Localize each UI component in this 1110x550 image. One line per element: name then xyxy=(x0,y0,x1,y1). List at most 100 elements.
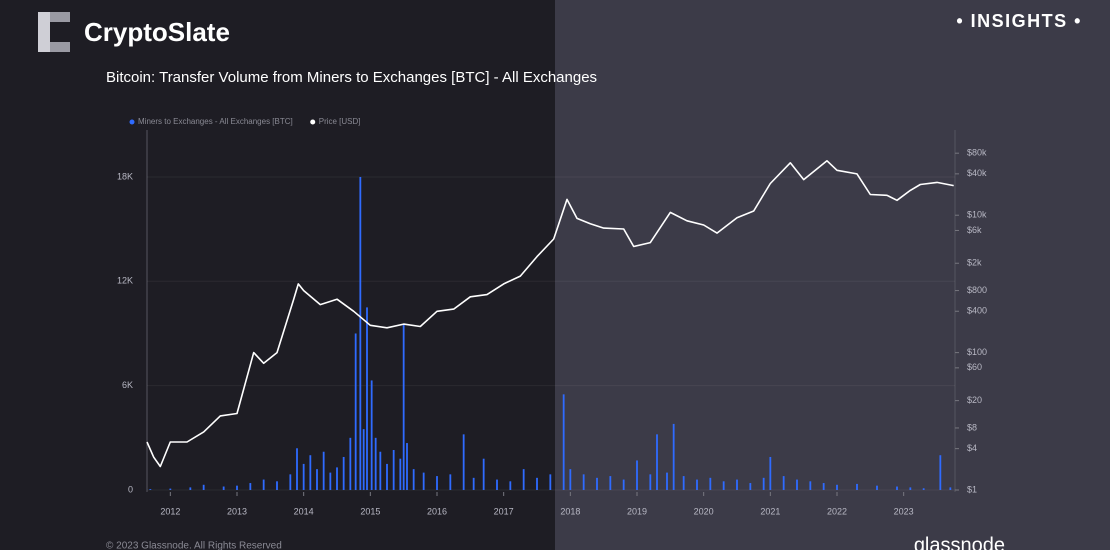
bar xyxy=(289,474,292,490)
bar xyxy=(796,479,798,490)
bar xyxy=(949,487,952,490)
x-tick-label: 2017 xyxy=(494,506,514,516)
bar xyxy=(822,483,825,490)
bar xyxy=(359,176,362,490)
bar xyxy=(222,486,225,490)
copyright: © 2023 Glassnode. All Rights Reserved xyxy=(106,541,282,550)
bar xyxy=(402,324,405,490)
y2-tick-label: $6k xyxy=(967,225,982,235)
bar xyxy=(202,484,205,490)
left-panel xyxy=(0,0,555,550)
bar xyxy=(366,307,368,490)
y2-tick-label: $100 xyxy=(967,347,987,357)
y2-tick-label: $4 xyxy=(967,443,977,453)
y2-tick-label: $10k xyxy=(967,210,987,220)
source: glassnode xyxy=(914,534,1005,550)
bar xyxy=(856,483,858,490)
bar xyxy=(482,458,485,490)
bar xyxy=(374,437,377,490)
x-tick-label: 2018 xyxy=(560,506,580,516)
bar xyxy=(922,488,925,490)
bar xyxy=(316,469,318,490)
bar xyxy=(672,423,675,490)
brand: CryptoSlate xyxy=(84,17,230,47)
x-tick-label: 2022 xyxy=(827,506,847,516)
bar xyxy=(736,479,738,490)
bar xyxy=(249,483,252,490)
x-tick-label: 2020 xyxy=(694,506,714,516)
bar xyxy=(462,434,465,490)
bar xyxy=(939,455,942,490)
y2-tick-label: $80k xyxy=(967,148,987,158)
y2-tick-label: $8 xyxy=(967,422,977,432)
x-tick-label: 2014 xyxy=(294,506,314,516)
right-panel xyxy=(555,0,1110,550)
bar xyxy=(422,472,425,490)
bar xyxy=(412,469,415,490)
bar xyxy=(562,394,565,490)
x-tick-label: 2015 xyxy=(360,506,380,516)
bar xyxy=(649,474,652,490)
bar xyxy=(336,467,338,490)
bar xyxy=(342,456,345,490)
bar xyxy=(329,472,332,490)
y2-tick-label: $40k xyxy=(967,168,987,178)
y2-tick-label: $20 xyxy=(967,395,982,405)
bar xyxy=(406,443,408,490)
chart-title: Bitcoin: Transfer Volume from Miners to … xyxy=(106,69,597,86)
x-tick-label: 2013 xyxy=(227,506,247,516)
y-tick-label: 12K xyxy=(117,276,133,286)
bar xyxy=(749,483,752,490)
bar xyxy=(379,451,382,490)
bar xyxy=(782,476,785,490)
legend-dot xyxy=(310,119,316,125)
y2-tick-label: $1 xyxy=(967,484,977,494)
bar xyxy=(322,451,325,490)
x-tick-label: 2023 xyxy=(894,506,914,516)
bar xyxy=(386,463,388,490)
bar xyxy=(189,487,192,490)
bar xyxy=(709,477,712,490)
bar xyxy=(449,474,452,490)
bar xyxy=(596,477,598,490)
bar xyxy=(666,472,668,490)
bar xyxy=(399,458,402,490)
bar xyxy=(722,481,725,490)
x-tick-label: 2016 xyxy=(427,506,447,516)
bar xyxy=(522,469,525,490)
x-tick-label: 2021 xyxy=(760,506,780,516)
bar xyxy=(509,481,512,490)
bar xyxy=(392,450,395,490)
bar xyxy=(436,476,438,490)
bar xyxy=(656,434,658,490)
bar xyxy=(262,479,265,490)
bar xyxy=(762,477,765,490)
bar xyxy=(549,474,552,490)
logo xyxy=(38,12,70,52)
bar xyxy=(769,456,772,490)
bar xyxy=(236,485,238,490)
bar xyxy=(169,488,172,490)
bar xyxy=(896,486,898,490)
bar xyxy=(609,476,612,490)
bar xyxy=(909,487,912,490)
bar xyxy=(809,481,812,490)
bar xyxy=(622,479,625,490)
y-tick-label: 0 xyxy=(128,484,133,494)
bar xyxy=(569,469,572,490)
bar xyxy=(370,380,373,490)
y-tick-label: 6K xyxy=(122,380,133,390)
bar xyxy=(472,477,475,490)
bar xyxy=(296,448,298,490)
price-line xyxy=(146,160,954,468)
badge: • INSIGHTS • xyxy=(956,11,1082,31)
bar xyxy=(682,476,685,490)
bar xyxy=(496,479,498,490)
bar xyxy=(309,455,312,490)
bar xyxy=(582,474,585,490)
y2-tick-label: $400 xyxy=(967,306,987,316)
bar xyxy=(876,485,878,490)
bar xyxy=(354,333,357,490)
bar xyxy=(149,489,152,490)
